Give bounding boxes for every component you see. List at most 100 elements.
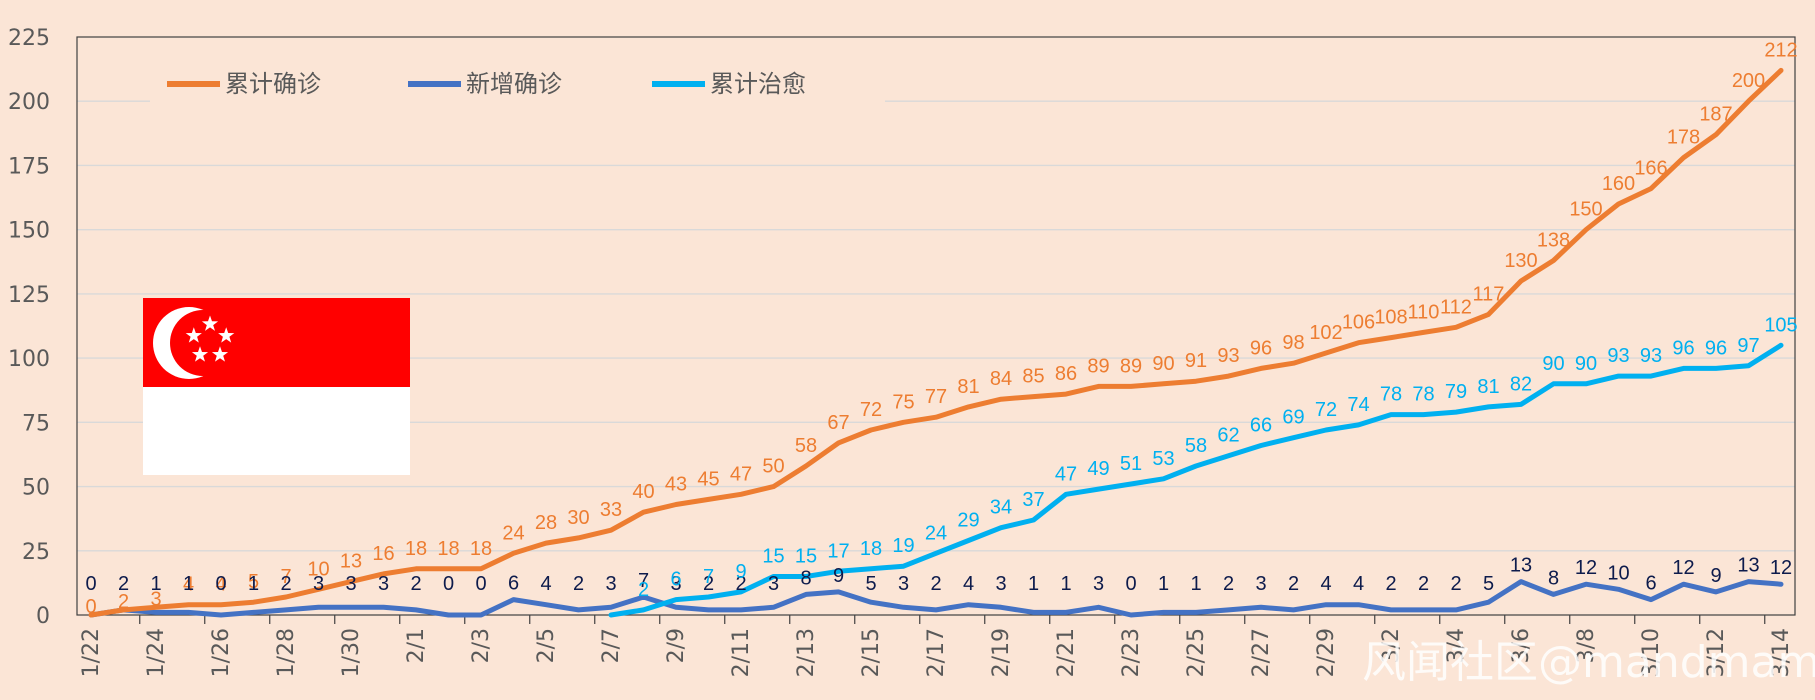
data-label-new-confirmed: 1: [150, 573, 161, 595]
data-label-cumulative-recovered: 15: [795, 545, 817, 567]
data-label-cumulative-confirmed: 4: [183, 574, 194, 596]
data-label-new-confirmed: 2: [930, 573, 941, 595]
data-label-cumulative-confirmed: 77: [925, 386, 947, 408]
data-label-cumulative-recovered: 53: [1152, 448, 1174, 470]
data-label-cumulative-confirmed: 18: [405, 538, 427, 560]
data-label-cumulative-confirmed: 72: [860, 399, 882, 421]
data-label-new-confirmed: 10: [1607, 562, 1629, 584]
data-label-cumulative-confirmed: 130: [1504, 250, 1537, 272]
data-label-new-confirmed: 2: [1450, 573, 1461, 595]
data-label-cumulative-confirmed: 75: [892, 391, 914, 413]
data-label-cumulative-recovered: 6: [670, 569, 681, 591]
data-label-new-confirmed: 3: [670, 573, 681, 595]
data-label-cumulative-confirmed: 2: [118, 591, 129, 613]
data-label-new-confirmed: 3: [605, 573, 616, 595]
data-label-cumulative-recovered: 79: [1445, 381, 1467, 403]
data-label-cumulative-confirmed: 4: [215, 574, 226, 596]
x-tick-label: 3/14: [1769, 628, 1794, 677]
x-tick-label: 2/1: [404, 628, 429, 663]
data-label-cumulative-recovered: 69: [1282, 407, 1304, 429]
data-label-cumulative-confirmed: 18: [470, 538, 492, 560]
y-tick-label: 25: [22, 540, 50, 565]
x-tick-label: 1/24: [144, 628, 169, 677]
y-tick-label: 50: [22, 476, 50, 501]
legend-label-cumulative-recovered: 累计治愈: [710, 70, 806, 98]
x-tick-label: 1/30: [339, 628, 364, 677]
data-label-cumulative-recovered: 82: [1510, 373, 1532, 395]
data-label-new-confirmed: 3: [313, 573, 324, 595]
data-label-cumulative-recovered: 78: [1412, 384, 1434, 406]
watermark: 风闻社区@mandmam: [1362, 637, 1815, 688]
flag-star: [191, 346, 209, 362]
series-line-cumulative-confirmed: [88, 67, 1784, 618]
data-label-new-confirmed: 4: [963, 573, 974, 595]
data-label-cumulative-recovered: 34: [990, 497, 1012, 519]
data-label-cumulative-recovered: 15: [762, 545, 784, 567]
data-label-new-confirmed: 0: [1125, 573, 1136, 595]
x-tick-label: 2/17: [924, 628, 949, 677]
x-tick-label: 2/13: [794, 628, 819, 677]
data-label-new-confirmed: 0: [443, 573, 454, 595]
data-label-new-confirmed: 2: [280, 573, 291, 595]
data-label-cumulative-confirmed: 112: [1440, 296, 1472, 318]
flag-star: [211, 346, 229, 362]
data-label-new-confirmed: 3: [995, 573, 1006, 595]
data-label-cumulative-confirmed: 40: [632, 481, 654, 503]
x-tick-label: 3/2: [1379, 628, 1404, 663]
x-tick-label: 3/10: [1639, 628, 1664, 677]
x-tick-label: 1/22: [79, 628, 104, 677]
data-label-new-confirmed: 1: [248, 573, 259, 595]
data-label-cumulative-recovered: 93: [1607, 345, 1629, 367]
data-label-cumulative-recovered: 93: [1640, 345, 1662, 367]
data-label-new-confirmed: 6: [508, 573, 519, 595]
data-label-cumulative-recovered: 49: [1087, 458, 1109, 480]
x-axis: 1/22 1/24 1/26 1/28 1/30 2/1 2/3 2/5 2/7 2/9 2/11 2…: [79, 615, 1794, 677]
data-label-cumulative-recovered: 66: [1250, 414, 1272, 436]
data-label-cumulative-confirmed: 89: [1087, 355, 1109, 377]
flag-star: [201, 315, 219, 331]
data-label-cumulative-recovered: 47: [1055, 463, 1077, 485]
data-label-cumulative-recovered: 51: [1120, 453, 1142, 475]
data-label-cumulative-recovered: 81: [1477, 376, 1499, 398]
series-line-new-confirmed: [88, 579, 1784, 618]
data-label-new-confirmed: 2: [735, 573, 746, 595]
data-label-cumulative-confirmed: 50: [762, 456, 784, 478]
x-tick-label: 3/12: [1704, 628, 1729, 677]
data-label-new-confirmed: 3: [768, 573, 779, 595]
flag-star: [185, 327, 202, 343]
data-label-cumulative-confirmed: 91: [1185, 350, 1207, 372]
x-tick-label: 2/21: [1054, 628, 1079, 677]
x-tick-label: 1/26: [209, 628, 234, 677]
data-label-cumulative-recovered: 17: [827, 540, 849, 562]
x-tick-label: 2/3: [469, 628, 494, 663]
y-tick-label: 200: [8, 90, 50, 115]
data-label-new-confirmed: 1: [1190, 573, 1201, 595]
data-label-cumulative-confirmed: 16: [372, 543, 394, 565]
data-label-new-confirmed: 3: [1093, 573, 1104, 595]
legend-label-new-confirmed: 新增确诊: [466, 70, 562, 98]
legend-label-cumulative-confirmed: 累计确诊: [225, 70, 321, 98]
x-tick-label: 3/4: [1444, 628, 1469, 663]
data-label-cumulative-confirmed: 24: [502, 522, 524, 544]
data-label-cumulative-confirmed: 0: [85, 596, 96, 618]
data-label-cumulative-recovered: 90: [1542, 353, 1564, 375]
data-label-new-confirmed: 5: [1483, 573, 1494, 595]
data-label-cumulative-confirmed: 3: [150, 588, 161, 610]
x-tick-label: 2/23: [1119, 628, 1144, 677]
data-label-cumulative-recovered: 2: [638, 579, 649, 601]
legend: 累计确诊 新增确诊 累计治愈: [150, 62, 885, 104]
data-label-new-confirmed: 2: [118, 573, 129, 595]
data-label-cumulative-confirmed: 200: [1732, 70, 1765, 92]
data-label-cumulative-confirmed: 47: [730, 463, 752, 485]
y-tick-label: 75: [22, 411, 50, 436]
data-label-cumulative-confirmed: 102: [1309, 322, 1342, 344]
data-label-new-confirmed: 4: [1320, 573, 1331, 595]
y-tick-label: 175: [8, 154, 50, 179]
data-label-new-confirmed: 2: [1418, 573, 1429, 595]
data-label-cumulative-recovered: 90: [1575, 353, 1597, 375]
data-label-cumulative-confirmed: 138: [1537, 229, 1570, 251]
data-label-cumulative-recovered: 7: [703, 566, 714, 588]
data-label-new-confirmed: 12: [1672, 557, 1694, 579]
data-label-cumulative-confirmed: 150: [1569, 199, 1602, 221]
data-label-cumulative-recovered: 78: [1380, 384, 1402, 406]
